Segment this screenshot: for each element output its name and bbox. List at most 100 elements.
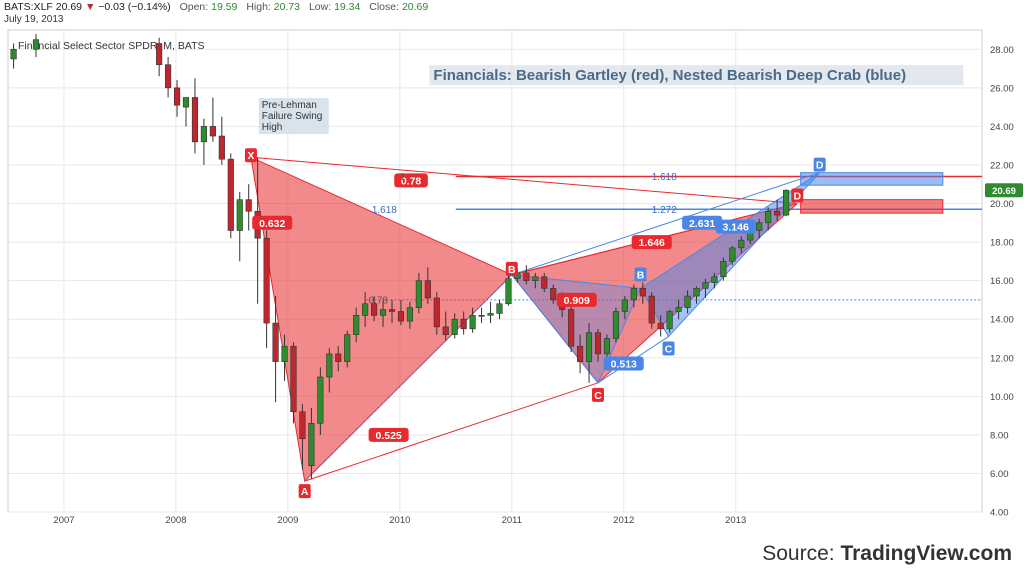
y-tick-label: 18.00 (990, 238, 1014, 249)
crab-ratio-label-bg (603, 356, 644, 371)
candle-body (460, 318, 467, 330)
gartley-ratio-label: 0.525 (376, 430, 402, 442)
crab-point-d-bg (813, 157, 826, 172)
x-tick-label: 2013 (725, 515, 746, 526)
candle-body (281, 345, 288, 362)
candle-body (433, 297, 440, 328)
gartley-ratio-label-bg (556, 292, 597, 307)
y-tick-label: 14.00 (990, 315, 1014, 326)
candle-body (379, 309, 387, 316)
candle-body (720, 261, 727, 278)
open-label: Open: (179, 1, 209, 13)
candle-body (344, 334, 351, 362)
candle-body (362, 303, 369, 316)
y-tick-label: 16.00 (990, 276, 1014, 287)
last-price-tag-bg (985, 183, 1023, 198)
down-arrow-icon: ▼ (84, 1, 96, 13)
y-tick-label: 8.00 (990, 430, 1009, 441)
gartley-level-label: 0.78 (368, 295, 388, 306)
gartley-ac-line (304, 382, 599, 482)
chart-title-bg (429, 65, 964, 86)
candle-body (469, 315, 476, 330)
gartley-ratio-label: 0.632 (259, 218, 285, 230)
crab-xd-line (511, 172, 820, 276)
candle-body (783, 189, 790, 216)
gartley-point-c: C (594, 390, 602, 402)
candle-body (487, 313, 494, 316)
candle-body (397, 311, 405, 322)
gartley-ratio-label: 0.909 (564, 295, 590, 307)
close-value: 20.69 (401, 1, 429, 13)
candle-body (200, 126, 207, 143)
candle-body (326, 353, 333, 378)
high-label: High: (246, 1, 271, 13)
gartley-point-x-bg (244, 148, 257, 163)
gartley-point-a-bg (298, 484, 311, 499)
candle-body (173, 87, 181, 106)
candle-body (218, 135, 225, 160)
crab-ratio-label: 3.146 (723, 222, 749, 234)
y-tick-label: 12.00 (990, 353, 1014, 364)
candle-body (648, 295, 655, 324)
y-tick-label: 10.00 (990, 392, 1014, 403)
candle-body (317, 376, 324, 424)
candle-body (550, 288, 557, 301)
gartley-xd-line (250, 156, 798, 205)
gartley-point-b: B (508, 264, 516, 276)
price-change: −0.03 (−0.14%) (98, 1, 171, 13)
x-tick-label: 2010 (389, 515, 410, 526)
y-tick-label: 24.00 (990, 122, 1014, 133)
crab-ratio-label-bg (682, 215, 723, 230)
gartley-ratio-label: 1.646 (639, 237, 665, 249)
low-value: 19.34 (334, 1, 361, 13)
gartley-level-label: 1 (400, 172, 406, 183)
annotation-line: High (262, 122, 283, 133)
candle-body (693, 288, 700, 297)
candle-body (182, 97, 190, 108)
candle-body (684, 295, 691, 308)
candle-body (568, 309, 575, 347)
candle-body (32, 39, 40, 50)
symbol-price: BATS:XLF 20.69 (4, 1, 83, 13)
y-tick-label: 4.00 (990, 508, 1009, 519)
candle-body (308, 423, 315, 467)
quote-header: BATS:XLF 20.69 ▼ −0.03 (−0.14%) Open: 19… (4, 1, 428, 13)
price-chart[interactable]: 4.00 6.00 8.00 10.00 12.00 14.00 16.00 18.00 20.… (0, 0, 1024, 540)
chart-title: Financials: Bearish Gartley (red), Neste… (433, 67, 906, 84)
candle-body (272, 322, 279, 362)
candle-body (442, 326, 449, 335)
candle-body (702, 282, 709, 289)
candle-body (505, 278, 512, 305)
candle-body (756, 222, 763, 231)
candle-body (630, 288, 637, 301)
gartley-ratio-label-bg (252, 215, 293, 230)
gartley-ratio-label: 0.78 (401, 175, 422, 187)
x-tick-label: 2009 (277, 515, 298, 526)
candle-body (371, 303, 378, 316)
quote-date: July 19, 2013 (4, 14, 64, 25)
candle-body (621, 299, 628, 312)
annotation-line: Failure Swing (262, 111, 323, 122)
candle-body (299, 411, 306, 440)
candle-body (774, 210, 781, 216)
candle-body (639, 288, 646, 297)
candle-body (209, 126, 216, 137)
gartley-point-c-bg (591, 387, 604, 402)
candle-body (577, 345, 584, 362)
x-tick-label: 2007 (53, 515, 74, 526)
close-label: Close: (369, 1, 400, 13)
crab-level-label: 1.272 (652, 205, 677, 216)
crab-xb-line (304, 274, 513, 482)
candle-body (585, 332, 593, 362)
candle-body (165, 64, 172, 89)
candle-body (236, 199, 243, 231)
crab-target-box (800, 172, 944, 186)
crab-ratio-label-bg (715, 219, 756, 234)
last-price-tag: 20.69 (992, 186, 1016, 197)
candle-body (424, 280, 431, 299)
annotation-line: Pre-Lehman (262, 100, 317, 111)
candle-body (738, 239, 745, 249)
crab-xab-triangle (510, 274, 642, 384)
crab-ratio-label: 2.631 (689, 218, 715, 230)
gartley-point-d-bg (791, 188, 804, 203)
